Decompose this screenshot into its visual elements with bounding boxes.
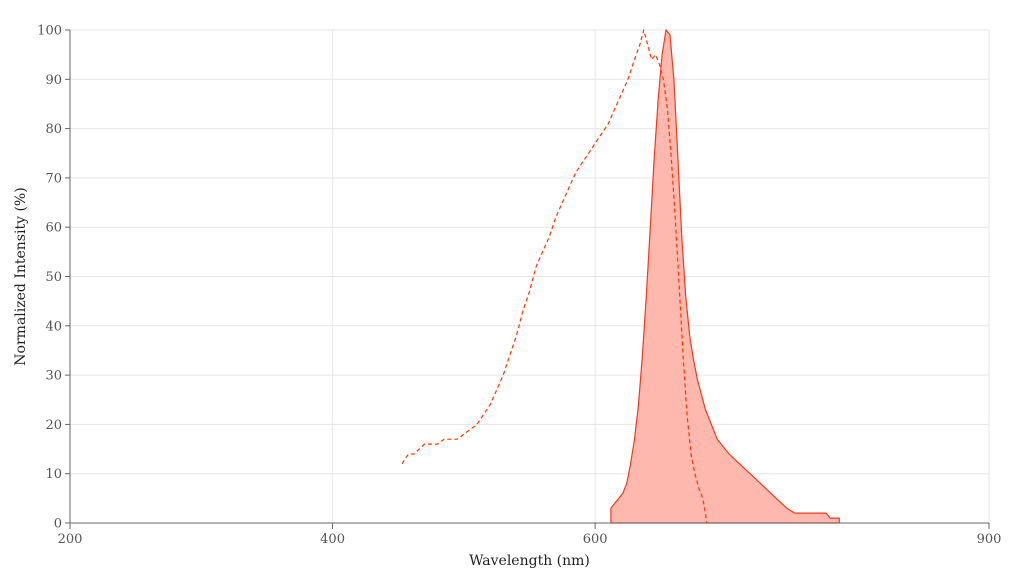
y-tick-label: 30: [45, 369, 62, 384]
y-tick-label: 40: [45, 319, 62, 334]
y-tick-label: 80: [45, 122, 62, 137]
x-tick-label: 600: [583, 532, 608, 547]
y-tick-label: 10: [45, 467, 62, 482]
emission-area: [610, 29, 840, 524]
y-tick-label: 50: [45, 270, 62, 285]
emission-area-layer: [610, 29, 840, 524]
excitation-line-layer: [401, 29, 708, 524]
tick-labels: 0 10 20 30 40 50 60 70 80 90 100 200 400 600 900: [37, 24, 1001, 548]
gridlines: [70, 29, 990, 523]
x-tick-label: 900: [977, 532, 1002, 547]
y-axis-title: Normalized Intensity (%): [13, 187, 29, 365]
y-tick-label: 90: [45, 73, 62, 88]
y-tick-label: 70: [45, 171, 62, 186]
y-tick-label: 20: [45, 418, 62, 433]
y-tick-label: 60: [45, 221, 62, 236]
excitation-line: [401, 29, 708, 524]
y-tick-label: 0: [54, 517, 62, 532]
x-axis-title: Wavelength (nm): [469, 553, 590, 569]
x-tick-label: 400: [320, 532, 345, 547]
y-tick-label: 100: [37, 24, 62, 39]
x-tick-label: 200: [58, 532, 83, 547]
